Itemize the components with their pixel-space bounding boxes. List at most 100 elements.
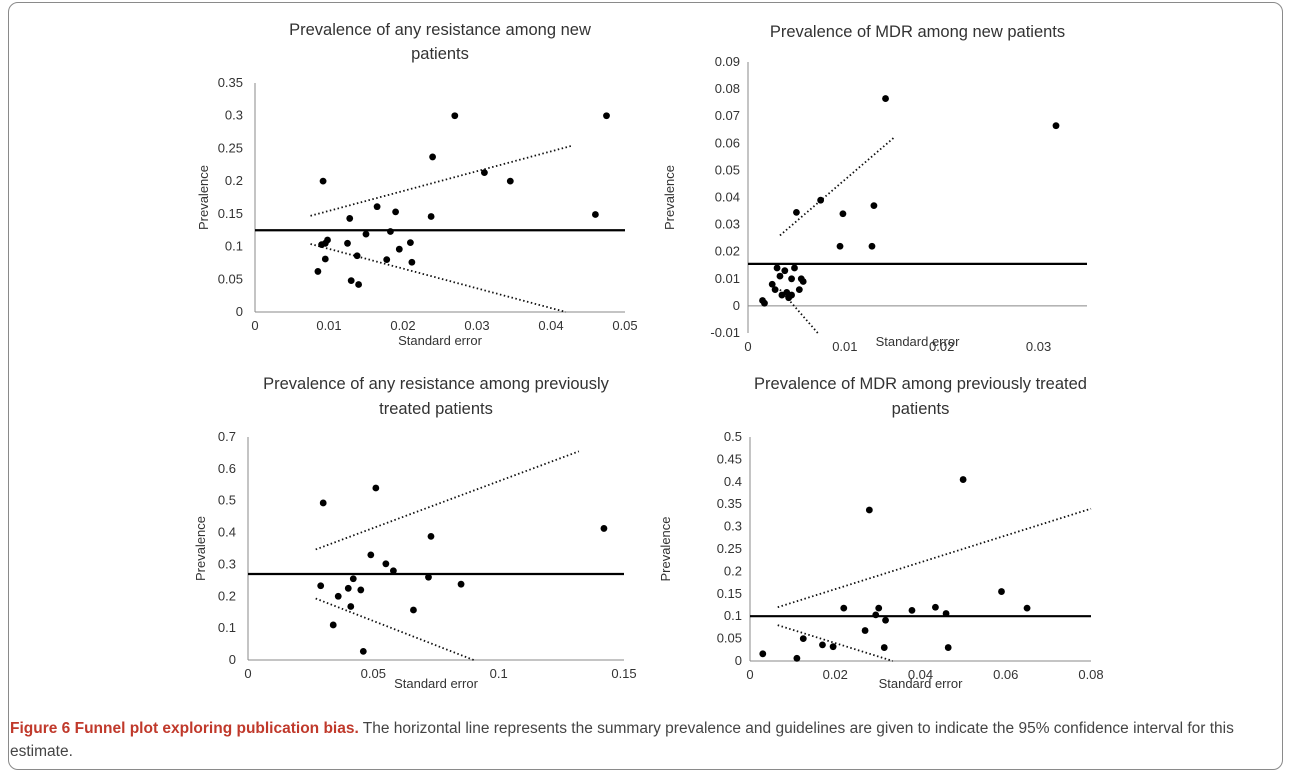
data-point <box>773 264 781 272</box>
y-tick-label: 0.5 <box>724 429 742 444</box>
y-axis-label: Prevalence <box>193 516 208 581</box>
x-tick-label: 0 <box>244 666 251 681</box>
data-point <box>759 650 767 658</box>
data-point <box>347 603 355 610</box>
data-point <box>347 277 355 284</box>
data-point <box>836 242 844 250</box>
x-tick-label: 0.02 <box>390 318 415 333</box>
chart-title-line: Prevalence of MDR among new patients <box>770 23 1065 41</box>
data-point <box>457 580 465 588</box>
data-point <box>344 239 351 247</box>
y-tick-label: 0.2 <box>724 563 742 578</box>
y-tick-label: 0.05 <box>715 162 740 177</box>
data-point <box>389 567 397 575</box>
y-tick-label: 0.03 <box>715 217 740 232</box>
y-tick-label: 0 <box>229 652 236 667</box>
y-tick-label: 0.1 <box>724 608 742 623</box>
data-point <box>344 584 352 592</box>
data-point <box>882 95 889 102</box>
data-point <box>817 196 825 204</box>
x-tick-label: 0.08 <box>1078 667 1103 682</box>
x-tick-label: 0.1 <box>490 666 508 681</box>
chart-title-line: Prevalence of MDR among previously treat… <box>754 375 1087 393</box>
figure-frame <box>8 2 1283 770</box>
y-tick-label: 0.4 <box>218 525 236 540</box>
x-tick-label: 0.02 <box>929 339 954 354</box>
data-point <box>451 112 459 120</box>
data-point <box>776 272 784 280</box>
data-point <box>324 236 331 244</box>
y-tick-label: 0.02 <box>715 244 740 259</box>
y-tick-label: 0.3 <box>724 519 742 534</box>
data-point <box>321 255 329 263</box>
y-tick-label: 0.09 <box>715 54 740 69</box>
data-point <box>373 203 381 211</box>
y-tick-label: 0.06 <box>715 135 740 150</box>
y-tick-label: 0 <box>735 653 742 668</box>
y-axis-label: Prevalence <box>196 165 211 230</box>
x-tick-label: 0.01 <box>316 318 341 333</box>
data-point <box>372 484 380 492</box>
x-tick-label: 0.04 <box>538 318 563 333</box>
x-tick-label: 0.05 <box>612 318 637 333</box>
data-point <box>383 256 391 264</box>
x-tick-label: 0.01 <box>832 339 857 354</box>
y-tick-label: 0.3 <box>218 556 236 571</box>
x-tick-label: 0.04 <box>908 667 933 682</box>
data-point <box>317 582 325 590</box>
y-tick-label: 0.2 <box>225 173 243 188</box>
data-point <box>395 245 403 253</box>
x-tick-label: 0 <box>744 339 751 354</box>
data-point <box>882 616 889 624</box>
data-point <box>353 252 361 260</box>
x-tick-label: 0 <box>746 667 753 682</box>
y-tick-label: 0 <box>733 298 740 313</box>
data-point <box>1052 122 1060 130</box>
x-tick-label: 0.03 <box>1026 339 1051 354</box>
data-point <box>1023 604 1031 612</box>
y-axis-label: Prevalence <box>658 516 673 581</box>
data-point <box>865 506 873 514</box>
data-point <box>839 210 847 218</box>
data-point <box>829 643 837 651</box>
lower-ci-guide <box>310 243 567 313</box>
data-point <box>861 627 869 634</box>
x-axis-label: Standard error <box>879 676 963 691</box>
y-tick-label: 0.25 <box>717 541 742 556</box>
x-tick-label: 0.05 <box>361 666 386 681</box>
y-tick-label: 0.35 <box>218 75 243 90</box>
data-point <box>357 586 365 594</box>
caption-bold: Figure 6 Funnel plot exploring publicati… <box>10 720 359 737</box>
data-point <box>799 635 807 642</box>
caption-text: The horizontal line represents the summa… <box>10 720 1234 760</box>
y-tick-label: 0.15 <box>218 206 243 221</box>
data-point <box>429 153 436 161</box>
data-point <box>793 209 800 216</box>
data-point <box>334 592 342 600</box>
y-tick-label: 0.1 <box>225 239 243 254</box>
y-tick-label: 0 <box>236 304 243 319</box>
data-point <box>771 286 779 294</box>
y-tick-label: 0.15 <box>717 586 742 601</box>
data-point <box>603 112 610 120</box>
x-tick-label: 0.15 <box>611 666 636 681</box>
data-point <box>329 621 337 629</box>
data-point <box>932 603 939 611</box>
y-tick-label: 0.45 <box>717 451 742 466</box>
figure-caption: Figure 6 Funnel plot exploring publicati… <box>10 717 1275 763</box>
data-point <box>362 230 370 238</box>
y-tick-label: 0.08 <box>715 81 740 96</box>
chart-title-line: treated patients <box>379 400 493 418</box>
chart-title-line: patients <box>892 400 950 418</box>
y-tick-label: -0.01 <box>710 325 740 340</box>
data-point <box>942 610 950 617</box>
data-point <box>410 606 417 614</box>
y-tick-label: 0.01 <box>715 271 740 286</box>
lower-ci-guide <box>779 289 819 334</box>
data-point <box>840 604 848 612</box>
data-point <box>408 258 416 266</box>
data-point <box>387 228 394 235</box>
x-axis-label: Standard error <box>394 676 478 691</box>
chart-panel-3: Prevalence of any resistance among previ… <box>193 375 637 691</box>
data-point <box>870 202 878 210</box>
